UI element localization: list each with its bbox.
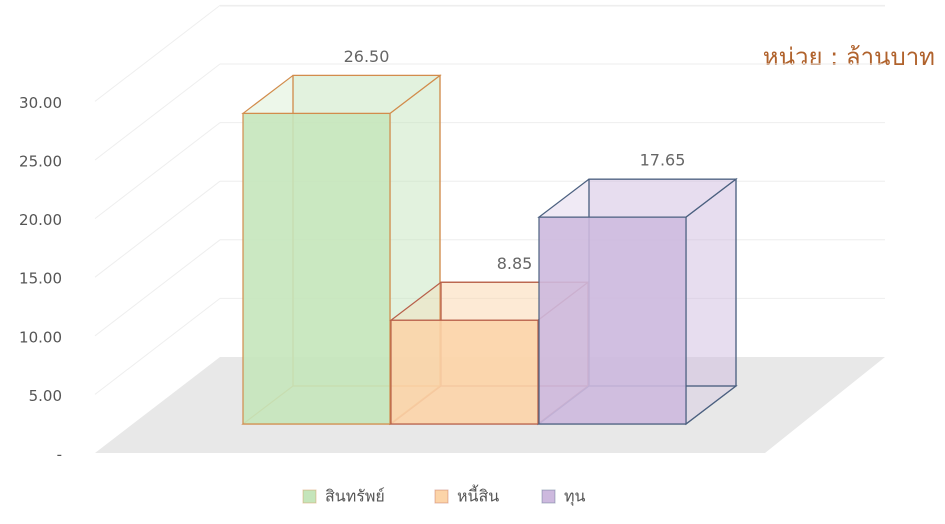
y-tick-label: 25.00 xyxy=(19,153,62,171)
bar xyxy=(390,319,539,425)
grid-line xyxy=(94,298,221,395)
legend-swatch xyxy=(434,489,449,504)
grid-line xyxy=(94,122,221,219)
y-tick-label: 15.00 xyxy=(19,270,62,288)
grid-line xyxy=(94,63,221,161)
value-label: 17.65 xyxy=(640,151,686,170)
bar-side xyxy=(685,177,737,426)
legend-label: หนี้สิน xyxy=(457,485,499,506)
legend-swatch xyxy=(302,489,317,504)
y-tick-label: 30.00 xyxy=(19,94,62,112)
value-label: 8.85 xyxy=(497,254,533,273)
bar xyxy=(538,216,687,425)
grid-line xyxy=(94,180,221,278)
unit-annotation: หน่วย : ล้านบาท xyxy=(763,43,935,71)
legend-label: สินทรัพย์ xyxy=(325,487,385,506)
grid-line xyxy=(94,5,221,102)
legend-label: ทุน xyxy=(564,487,586,507)
value-label: 26.50 xyxy=(344,47,390,66)
y-tick-label: - xyxy=(57,446,62,464)
y-tick-label: 5.00 xyxy=(29,387,62,405)
legend-swatch xyxy=(541,489,556,504)
y-tick-label: 10.00 xyxy=(19,328,62,346)
bar xyxy=(242,112,391,425)
y-tick-label: 20.00 xyxy=(19,211,62,229)
grid-line xyxy=(94,239,221,337)
